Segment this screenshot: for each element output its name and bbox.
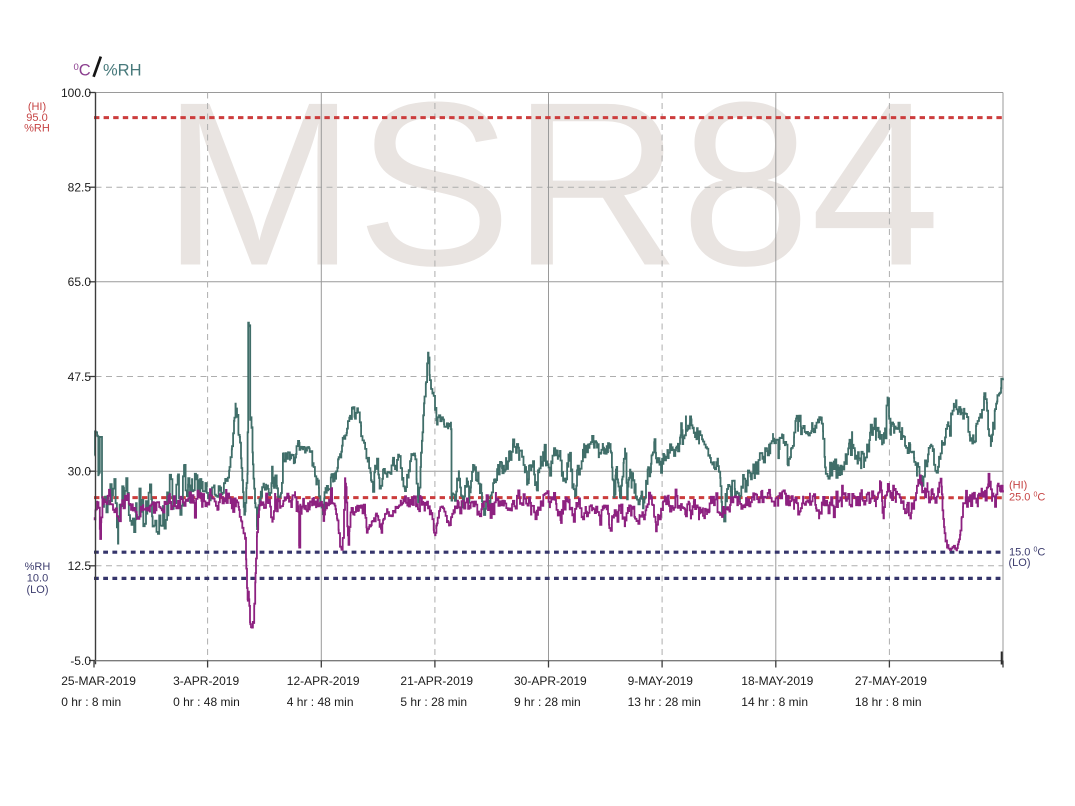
svg-text:4 hr : 48 min: 4 hr : 48 min xyxy=(287,695,354,709)
svg-text:(LO): (LO) xyxy=(27,584,49,596)
svg-text:10.0: 10.0 xyxy=(27,572,48,584)
svg-text:3-APR-2019: 3-APR-2019 xyxy=(173,674,239,688)
svg-text:95.0: 95.0 xyxy=(26,112,47,124)
svg-text:%RH: %RH xyxy=(25,561,51,573)
svg-text:21-APR-2019: 21-APR-2019 xyxy=(400,674,473,688)
svg-text:25.0 0C: 25.0 0C xyxy=(1009,492,1045,504)
svg-text:(HI): (HI) xyxy=(28,101,46,113)
svg-text:18 hr : 8 min: 18 hr : 8 min xyxy=(855,695,922,709)
svg-text:-5.0: -5.0 xyxy=(70,654,91,668)
svg-text:9 hr : 28 min: 9 hr : 28 min xyxy=(514,695,581,709)
svg-text:0 hr : 48 min: 0 hr : 48 min xyxy=(173,695,240,709)
svg-text:0C: 0C xyxy=(74,62,91,80)
svg-text:0 hr : 8 min: 0 hr : 8 min xyxy=(61,695,121,709)
svg-text:30.0: 30.0 xyxy=(68,465,92,479)
svg-text:82.5: 82.5 xyxy=(68,181,92,195)
svg-text:65.0: 65.0 xyxy=(68,275,92,289)
svg-text:25-MAR-2019: 25-MAR-2019 xyxy=(61,674,136,688)
svg-text:5 hr : 28 min: 5 hr : 28 min xyxy=(400,695,467,709)
svg-text:27-MAY-2019: 27-MAY-2019 xyxy=(855,674,927,688)
svg-text:%RH: %RH xyxy=(24,123,50,135)
svg-text:MSR84: MSR84 xyxy=(162,55,941,315)
svg-text:9-MAY-2019: 9-MAY-2019 xyxy=(628,674,694,688)
svg-text:12.5: 12.5 xyxy=(68,559,92,573)
svg-text:100.0: 100.0 xyxy=(61,86,91,100)
svg-text:47.5: 47.5 xyxy=(68,370,92,384)
svg-text:(HI): (HI) xyxy=(1009,480,1027,492)
svg-text:13 hr : 28 min: 13 hr : 28 min xyxy=(628,695,701,709)
svg-text:%RH: %RH xyxy=(103,62,142,80)
svg-text:18-MAY-2019: 18-MAY-2019 xyxy=(741,674,813,688)
svg-text:(LO): (LO) xyxy=(1009,557,1031,569)
svg-text:30-APR-2019: 30-APR-2019 xyxy=(514,674,587,688)
svg-text:14 hr : 8 min: 14 hr : 8 min xyxy=(741,695,808,709)
svg-text:12-APR-2019: 12-APR-2019 xyxy=(287,674,360,688)
